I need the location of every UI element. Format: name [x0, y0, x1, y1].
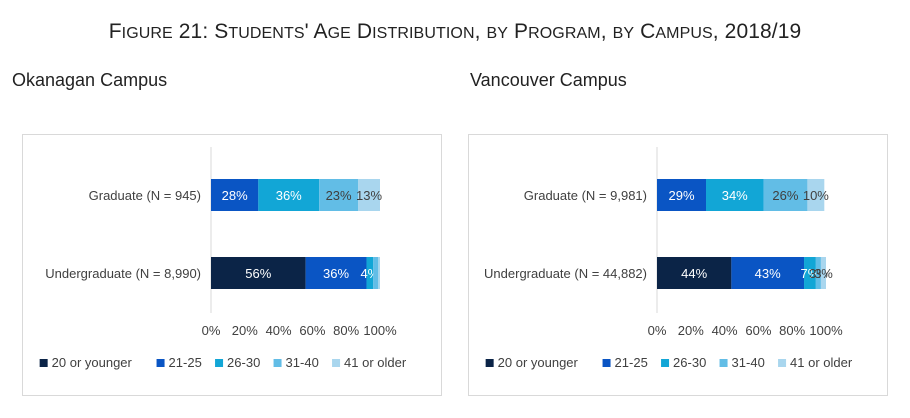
legend-swatch [719, 359, 728, 367]
vancouver-chart: Graduate (N = 9,981) 29% 34% 26% 10% Undergra… [484, 147, 853, 370]
category-label: Graduate (N = 9,981) [524, 188, 647, 203]
x-tick-label: 0% [202, 323, 221, 338]
x-tick-label: 20% [232, 323, 258, 338]
legend-label: 31-40 [286, 355, 319, 370]
legend-swatch [273, 359, 282, 367]
category-label: Graduate (N = 945) [89, 188, 201, 203]
bar-segment [319, 179, 359, 211]
bar-segment [211, 257, 306, 289]
legend-label: 31-40 [732, 355, 765, 370]
bar-segment [305, 257, 367, 289]
bar-segment [378, 257, 380, 289]
x-tick-label: 60% [299, 323, 325, 338]
legend-swatch [332, 359, 341, 367]
category-label: Undergraduate (N = 44,882) [484, 266, 647, 281]
legend-swatch [39, 359, 48, 367]
data-label: 3% [814, 266, 833, 281]
data-label: 26% [772, 188, 798, 203]
data-label: 28% [222, 188, 248, 203]
data-label: 44% [681, 266, 707, 281]
legend-label: 20 or younger [52, 355, 133, 370]
legend-swatch [485, 359, 494, 367]
legend-swatch [602, 359, 611, 367]
bar-segment [807, 179, 825, 211]
x-tick-label: 40% [266, 323, 292, 338]
data-label: 10% [803, 188, 829, 203]
bar-segment [258, 179, 320, 211]
data-label: 36% [323, 266, 349, 281]
data-label: 7% [801, 266, 820, 281]
x-tick-label: 80% [779, 323, 805, 338]
bar-segment [706, 179, 764, 211]
bar-segment [731, 257, 805, 289]
okanagan-campus-title: Okanagan Campus [12, 70, 168, 90]
bar-segment [366, 257, 374, 289]
figure-title: FIGURE 21: STUDENTS' AGE DISTRIBUTION, B… [108, 20, 802, 43]
bar-segment [211, 179, 259, 211]
bar-segment [763, 179, 808, 211]
vancouver-campus-title: Vancouver Campus [470, 70, 627, 90]
legend-label: 41 or older [344, 355, 407, 370]
bar-segment [373, 257, 379, 289]
legend-swatch [661, 359, 670, 367]
legend-label: 26-30 [673, 355, 706, 370]
legend-swatch [215, 359, 224, 367]
data-label: 43% [755, 266, 781, 281]
data-label: 36% [276, 188, 302, 203]
okanagan-chart-panel: Graduate (N = 945) 28% 36% 23% 13% Undergradu… [22, 134, 442, 396]
bar-segment [815, 257, 821, 289]
bar-segment [358, 179, 380, 211]
data-label: 34% [722, 188, 748, 203]
bar-segment [657, 179, 707, 211]
bar-segment [657, 257, 732, 289]
legend-swatch [156, 359, 165, 367]
data-label: 29% [668, 188, 694, 203]
x-tick-label: 40% [712, 323, 738, 338]
legend-label: 21-25 [615, 355, 648, 370]
vancouver-chart-panel: Graduate (N = 9,981) 29% 34% 26% 10% Undergra… [468, 134, 888, 396]
legend-label: 26-30 [227, 355, 260, 370]
x-tick-label: 100% [363, 323, 397, 338]
data-label: 56% [245, 266, 271, 281]
legend-label: 20 or younger [498, 355, 579, 370]
x-tick-label: 80% [333, 323, 359, 338]
data-label: 23% [326, 188, 352, 203]
bar-segment [820, 257, 826, 289]
legend-swatch [778, 359, 787, 367]
legend-label: 21-25 [169, 355, 202, 370]
okanagan-chart: Graduate (N = 945) 28% 36% 23% 13% Undergradu… [39, 147, 407, 370]
x-tick-label: 60% [745, 323, 771, 338]
x-tick-label: 20% [678, 323, 704, 338]
bar-segment [804, 257, 816, 289]
data-label: 13% [356, 188, 382, 203]
x-tick-label: 100% [809, 323, 843, 338]
category-label: Undergraduate (N = 8,990) [45, 266, 201, 281]
x-tick-label: 0% [648, 323, 667, 338]
legend-label: 41 or older [790, 355, 853, 370]
